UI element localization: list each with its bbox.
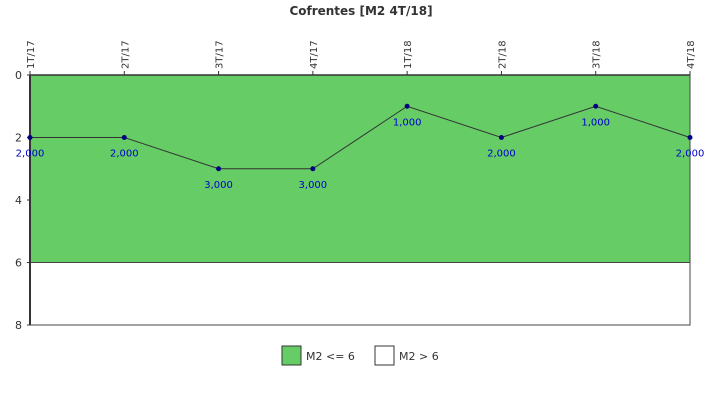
- data-label: 2,000: [676, 149, 705, 160]
- y-tick-label: 2: [15, 132, 22, 145]
- x-tick-label: 1T/18: [403, 40, 414, 69]
- legend-label: M2 <= 6: [306, 350, 355, 363]
- data-point: [687, 135, 693, 140]
- band-1: [29, 262, 691, 326]
- data-point: [593, 103, 599, 109]
- axes: 0 2 4 6 8 1T/17 2T/17 3T/17 4T/17 1T/18 2T/18 3T/18…: [15, 40, 697, 332]
- band-0: [29, 74, 691, 263]
- y-tick-label: 6: [15, 257, 22, 270]
- series-line: [30, 105, 691, 170]
- data-point: [404, 103, 410, 109]
- legend: M2 <= 6 M2 > 6: [281, 345, 439, 366]
- x-tick-label: 2T/17: [120, 40, 131, 69]
- y-tick-label: 0: [15, 69, 22, 82]
- legend-swatch: [374, 345, 395, 366]
- data-point: [498, 135, 504, 140]
- data-label: 1,000: [393, 117, 422, 128]
- data-label: 2,000: [487, 149, 516, 160]
- x-tick-label: 1T/17: [26, 40, 37, 69]
- series-layer: 2,000 2,000 3,000 3,000 1,000 2,000 1,000 2,000: [16, 103, 705, 191]
- chart-title: Cofrentes [M2 4T/18]: [289, 4, 432, 18]
- legend-swatch: [281, 345, 302, 366]
- data-label: 3,000: [204, 180, 233, 191]
- data-point: [121, 135, 127, 140]
- x-tick-label: 3T/17: [215, 40, 226, 69]
- y-tick-label: 8: [15, 319, 22, 332]
- data-point: [27, 135, 33, 140]
- data-label: 3,000: [299, 180, 328, 191]
- data-label: 2,000: [16, 149, 45, 160]
- x-tick-label: 2T/18: [497, 40, 508, 69]
- data-point: [310, 166, 316, 172]
- data-label: 2,000: [110, 149, 139, 160]
- data-point: [216, 166, 222, 172]
- x-tick-label: 3T/18: [592, 40, 603, 69]
- y-tick-label: 4: [15, 194, 22, 207]
- legend-label: M2 > 6: [399, 350, 439, 363]
- x-tick-label: 4T/18: [686, 40, 697, 69]
- data-label: 1,000: [581, 117, 610, 128]
- threshold-bands: [29, 74, 691, 326]
- x-tick-label: 4T/17: [309, 40, 320, 69]
